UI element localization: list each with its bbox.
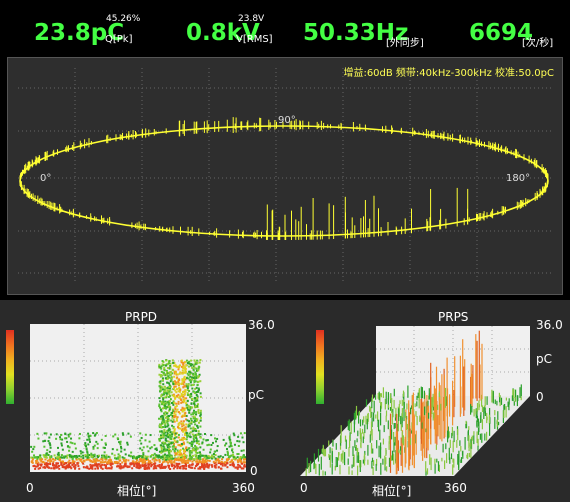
phase-label-0: 0° [40, 173, 52, 184]
prps-y-min: 0 [536, 390, 544, 404]
phase-label-90: 90° [278, 115, 296, 126]
ellipse-plot [18, 68, 552, 284]
prpd-y-max: 36.0 [248, 318, 275, 332]
charge-value: 23.8pC [34, 20, 125, 46]
prps-chart [300, 326, 530, 476]
spectrum-panel: PRPD 36.0 pC 0 0 相位[°] 360 PRPS 36.0 pC … [0, 300, 570, 502]
prps-y-unit: pC [536, 352, 552, 366]
charge-unit: Q[Pk] [105, 34, 133, 45]
ellipse-display-panel: 增益:60dB 频带:40kHz-300kHz 校准:50.0pC 0° 90°… [7, 57, 563, 295]
prpd-color-scale [6, 330, 14, 404]
prps-x-label: 相位[°] [372, 484, 412, 498]
prpd-y-min: 0 [250, 464, 258, 478]
acquisition-info: 增益:60dB 频带:40kHz-300kHz 校准:50.0pC [343, 68, 554, 79]
frequency-value: 50.33Hz [303, 20, 409, 46]
prps-title: PRPS [438, 310, 469, 324]
prpd-x-max: 360 [232, 481, 255, 495]
prpd-chart [30, 324, 246, 472]
frequency-sync-mode: [外同步] [386, 38, 424, 49]
status-header: 23.8pC 45.26% Q[Pk] 0.8kV 23.8V V[RMS] 5… [0, 0, 570, 56]
voltage-value: 0.8kV [186, 20, 260, 46]
prps-y-max: 36.0 [536, 318, 563, 332]
pulse-rate-value: 6694 [469, 20, 534, 46]
phase-label-180: 180° [506, 173, 531, 184]
prps-x-max: 360 [444, 481, 467, 495]
prps-x-min: 0 [300, 481, 308, 495]
charge-percent: 45.26% [106, 14, 141, 24]
prpd-x-min: 0 [26, 481, 34, 495]
prpd-x-label: 相位[°] [117, 484, 157, 498]
prpd-title: PRPD [125, 310, 158, 324]
pulse-rate-unit: [次/秒] [522, 38, 554, 49]
prpd-y-unit: pC [248, 388, 264, 402]
voltage-unit: V[RMS] [236, 34, 273, 45]
prps-color-scale [316, 330, 324, 404]
voltage-sup: 23.8V [238, 14, 265, 24]
